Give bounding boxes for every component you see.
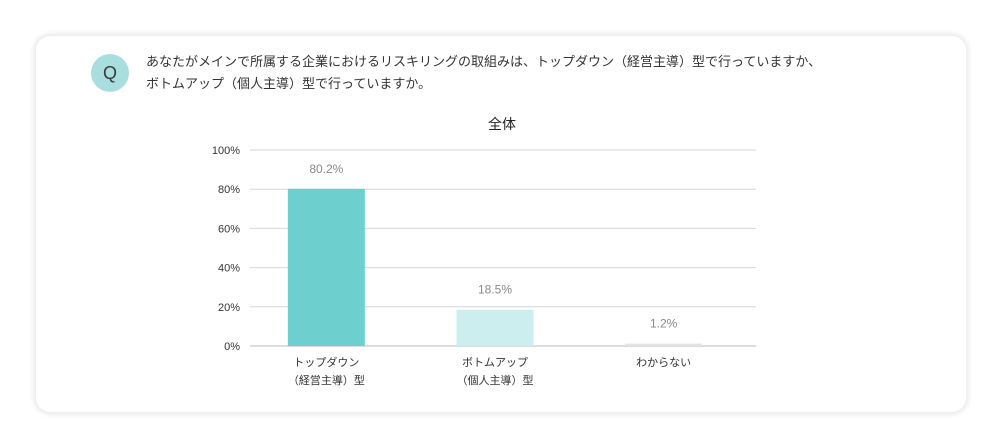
y-tick-label: 20% — [218, 302, 240, 314]
y-tick-label: 40% — [218, 263, 240, 275]
category-label: （個人主導）型 — [457, 373, 534, 387]
data-label: 80.2% — [309, 162, 343, 176]
question-card: Q あなたがメインで所属する企業におけるリスキリングの取組みは、トップダウン（経… — [36, 36, 966, 412]
bar — [287, 188, 365, 346]
y-tick-label: 100% — [212, 145, 240, 157]
question-line-1: あなたがメインで所属する企業におけるリスキリングの取組みは、トップダウン（経営主… — [146, 55, 822, 70]
question-badge: Q — [91, 54, 129, 92]
x-axis: トップダウン （経営主導）型 ボトムアップ （個人主導）型 わからない — [288, 355, 691, 387]
data-label: 1.2% — [650, 317, 678, 331]
category-label: ボトムアップ — [462, 356, 528, 369]
question-line-2: ボトムアップ（個人主導）型で行っていますか。 — [146, 77, 432, 92]
y-tick-label: 60% — [218, 223, 240, 235]
category-label: （経営主導）型 — [288, 373, 365, 387]
category-label: トップダウン — [293, 355, 359, 369]
bar — [625, 343, 703, 346]
data-label: 18.5% — [478, 283, 512, 297]
y-tick-label: 80% — [218, 184, 240, 196]
y-axis: 0% 20% 40% 60% 80% 100% — [212, 145, 240, 353]
bars — [287, 188, 703, 346]
category-label: わからない — [636, 356, 691, 369]
bar — [456, 309, 534, 346]
question-text: あなたがメインで所属する企業におけるリスキリングの取組みは、トップダウン（経営主… — [146, 52, 926, 96]
data-labels: 80.2% 18.5% 1.2% — [309, 162, 677, 331]
y-tick-label: 0% — [224, 341, 240, 353]
chart-title: 全体 — [488, 116, 516, 133]
